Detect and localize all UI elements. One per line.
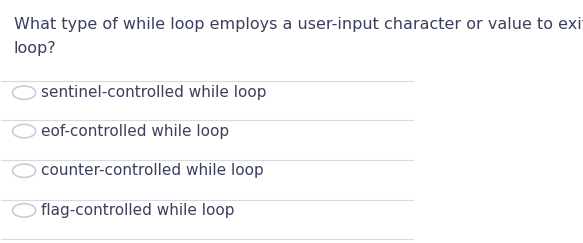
- Text: sentinel-controlled while loop: sentinel-controlled while loop: [41, 85, 266, 100]
- Text: eof-controlled while loop: eof-controlled while loop: [41, 124, 229, 139]
- Text: What type of while loop employs a user-input character or value to exit the: What type of while loop employs a user-i…: [14, 17, 583, 32]
- Text: loop?: loop?: [14, 41, 57, 56]
- Text: counter-controlled while loop: counter-controlled while loop: [41, 163, 264, 178]
- Text: flag-controlled while loop: flag-controlled while loop: [41, 203, 234, 218]
